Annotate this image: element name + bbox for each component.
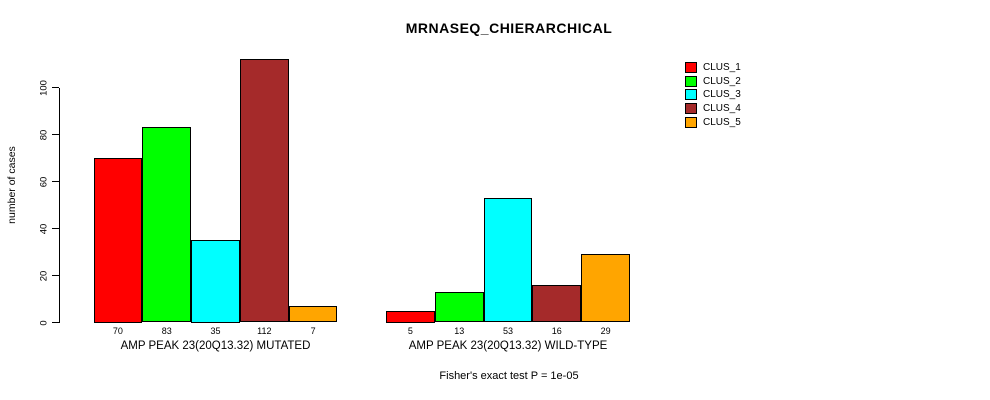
bar-clus_3-group2 — [483, 197, 533, 323]
chart-title: MRNASEQ_CHIERARCHICAL — [405, 20, 613, 36]
legend-label: CLUS_1 — [703, 62, 741, 74]
y-axis-label: number of cases — [6, 146, 18, 224]
legend-item-clus_5: CLUS_5 — [685, 115, 741, 129]
bar-clus_4-group1 — [239, 59, 289, 323]
group-label-1: AMP PEAK 23(20Q13.32) MUTATED — [120, 340, 311, 352]
y-tick-label: 100 — [38, 79, 50, 96]
legend-item-clus_1: CLUS_1 — [685, 61, 741, 75]
bar-value-label: 13 — [454, 326, 465, 336]
legend-swatch-icon — [685, 62, 697, 74]
bar-clus_2-group2 — [434, 291, 484, 323]
bar-value-label: 83 — [161, 326, 172, 336]
legend-item-clus_4: CLUS_4 — [685, 102, 741, 116]
legend-swatch-icon — [685, 75, 697, 87]
bar-value-label: 112 — [257, 326, 272, 336]
bar-clus_1-group2 — [386, 310, 435, 323]
legend-item-clus_3: CLUS_3 — [685, 88, 741, 102]
bar-clus_1-group1 — [93, 158, 143, 323]
y-tick-label: 60 — [38, 176, 50, 187]
y-tick-label: 40 — [38, 223, 50, 234]
bar-value-label: 5 — [407, 326, 413, 336]
legend-label: CLUS_3 — [703, 89, 741, 101]
y-tick — [52, 275, 59, 276]
legend-label: CLUS_5 — [703, 116, 741, 128]
bar-clus_2-group1 — [142, 127, 192, 323]
legend-label: CLUS_4 — [703, 103, 741, 115]
legend-swatch-icon — [685, 89, 697, 101]
bar-clus_5-group1 — [288, 306, 338, 323]
group-label-2: AMP PEAK 23(20Q13.32) WILD-TYPE — [408, 340, 608, 352]
fisher-test-annotation: Fisher's exact test P = 1e-05 — [439, 370, 579, 382]
bar-value-label: 35 — [210, 326, 221, 336]
bar-clus_3-group1 — [191, 240, 240, 323]
y-tick — [52, 87, 59, 88]
legend-swatch-icon — [685, 103, 697, 115]
legend-swatch-icon — [685, 116, 697, 128]
y-tick — [52, 228, 59, 229]
bar-value-label: 16 — [551, 326, 562, 336]
y-tick — [52, 322, 59, 323]
bar-clus_4-group2 — [532, 284, 582, 323]
y-axis-line — [59, 87, 60, 323]
y-tick — [52, 181, 59, 182]
legend: CLUS_1 CLUS_2 CLUS_3 CLUS_4 CLUS_5 — [685, 61, 741, 129]
bar-value-label: 29 — [600, 326, 611, 336]
legend-label: CLUS_2 — [703, 75, 741, 87]
bar-clus_5-group2 — [581, 254, 630, 323]
legend-item-clus_2: CLUS_2 — [685, 75, 741, 89]
bar-value-label: 53 — [502, 326, 513, 336]
y-tick-label: 80 — [38, 129, 50, 140]
y-tick — [52, 134, 59, 135]
y-tick-label: 0 — [38, 319, 50, 326]
y-tick-label: 20 — [38, 270, 50, 281]
bar-value-label: 7 — [310, 326, 316, 336]
bar-value-label: 70 — [112, 326, 123, 336]
